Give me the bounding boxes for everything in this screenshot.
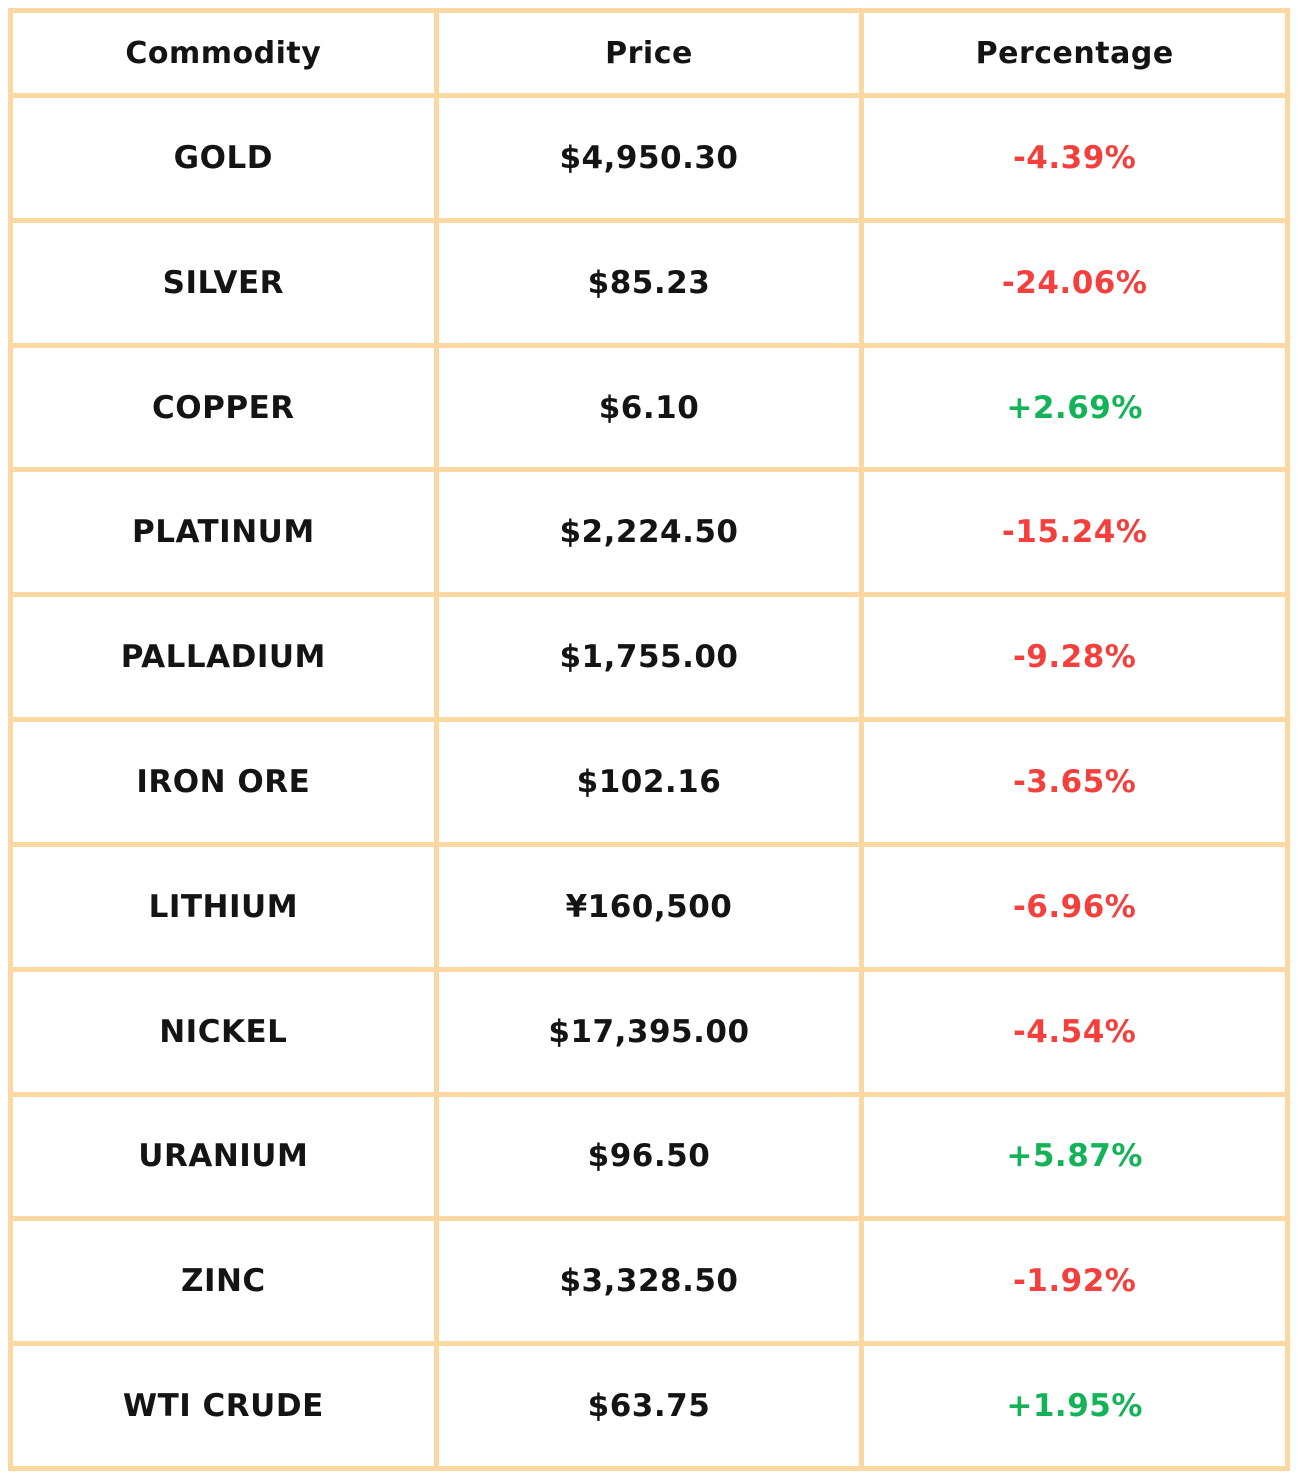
price-cell: ¥160,500 — [433, 841, 865, 972]
price-cell: $3,328.50 — [433, 1216, 865, 1347]
percentage-cell: -9.28% — [859, 592, 1290, 723]
percentage-cell: -24.06% — [859, 217, 1290, 348]
commodity-cell: COPPER — [8, 342, 439, 473]
commodity-cell: LITHIUM — [8, 841, 439, 972]
price-cell: $17,395.00 — [433, 966, 865, 1097]
price-cell: $96.50 — [433, 1091, 865, 1222]
table-row: WTI CRUDE $63.75 +1.95% — [8, 1341, 1290, 1471]
table-row: PLATINUM $2,224.50 -15.24% — [8, 467, 1290, 598]
commodity-cell: SILVER — [8, 217, 439, 348]
table-header: Commodity Price Percentage — [8, 8, 1290, 98]
table-row: URANIUM $96.50 +5.87% — [8, 1091, 1290, 1222]
table-row: COPPER $6.10 +2.69% — [8, 342, 1290, 473]
table-row: LITHIUM ¥160,500 -6.96% — [8, 841, 1290, 972]
table-row: IRON ORE $102.16 -3.65% — [8, 717, 1290, 847]
column-header-commodity: Commodity — [8, 8, 439, 98]
commodity-cell: PLATINUM — [8, 467, 439, 598]
percentage-cell: +2.69% — [859, 342, 1290, 473]
percentage-cell: -15.24% — [859, 467, 1290, 598]
price-cell: $2,224.50 — [433, 467, 865, 598]
percentage-cell: +1.95% — [859, 1341, 1290, 1471]
commodity-cell: NICKEL — [8, 966, 439, 1097]
percentage-cell: +5.87% — [859, 1091, 1290, 1222]
table-row: PALLADIUM $1,755.00 -9.28% — [8, 592, 1290, 723]
table-row: ZINC $3,328.50 -1.92% — [8, 1216, 1290, 1347]
commodity-cell: ZINC — [8, 1216, 439, 1347]
commodity-cell: URANIUM — [8, 1091, 439, 1222]
commodity-cell: WTI CRUDE — [8, 1341, 439, 1471]
price-cell: $63.75 — [433, 1341, 865, 1471]
table-row: SILVER $85.23 -24.06% — [8, 217, 1290, 348]
commodity-cell: GOLD — [8, 93, 439, 223]
percentage-cell: -6.96% — [859, 841, 1290, 972]
table-body: GOLD $4,950.30 -4.39% SILVER $85.23 -24.06% CO… — [8, 93, 1290, 1471]
table-row: GOLD $4,950.30 -4.39% — [8, 93, 1290, 223]
percentage-cell: -3.65% — [859, 717, 1290, 847]
column-header-percentage: Percentage — [859, 8, 1290, 98]
price-cell: $6.10 — [433, 342, 865, 473]
commodity-cell: IRON ORE — [8, 717, 439, 847]
percentage-cell: -4.39% — [859, 93, 1290, 223]
column-header-price: Price — [433, 8, 865, 98]
price-cell: $85.23 — [433, 217, 865, 348]
header-row: Commodity Price Percentage — [8, 8, 1290, 98]
price-cell: $102.16 — [433, 717, 865, 847]
price-cell: $4,950.30 — [433, 93, 865, 223]
price-cell: $1,755.00 — [433, 592, 865, 723]
percentage-cell: -4.54% — [859, 966, 1290, 1097]
percentage-cell: -1.92% — [859, 1216, 1290, 1347]
commodity-cell: PALLADIUM — [8, 592, 439, 723]
table-row: NICKEL $17,395.00 -4.54% — [8, 966, 1290, 1097]
commodity-price-table: Commodity Price Percentage GOLD $4,950.30… — [8, 8, 1290, 1471]
